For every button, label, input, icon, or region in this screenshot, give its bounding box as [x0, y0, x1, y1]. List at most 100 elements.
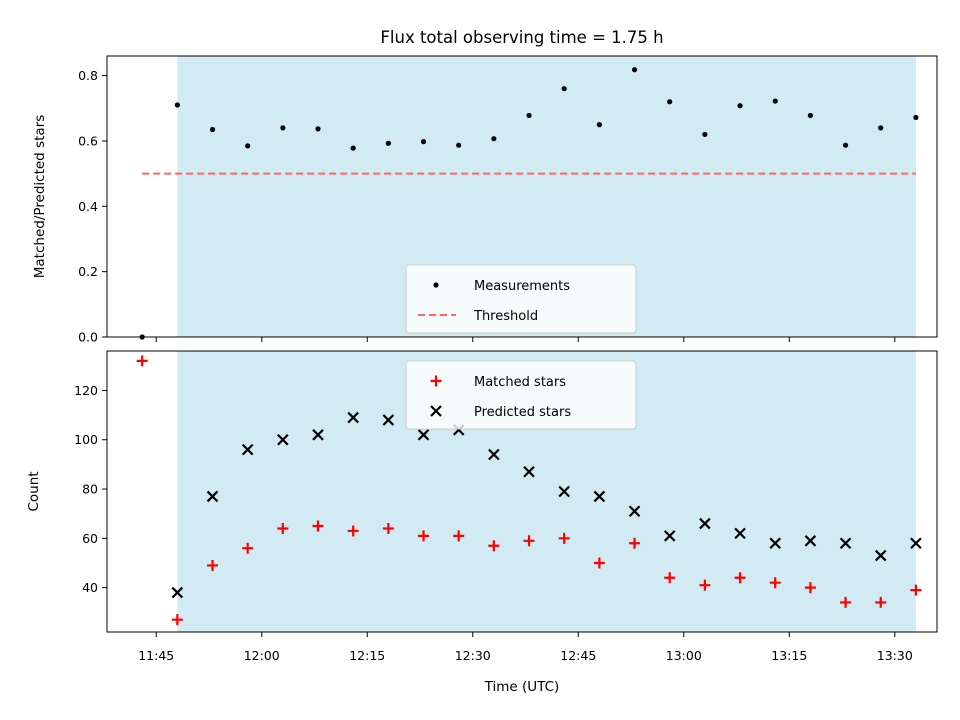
x-tick-label: 12:45	[560, 648, 596, 663]
panel-counts: 40 60 80 100 120 11:45 12:00 12:15 12:30 12:45 13:…	[26, 350, 938, 663]
data-point	[839, 537, 852, 550]
data-point	[136, 355, 148, 367]
data-point	[206, 490, 219, 503]
chart-title: Flux total observing time = 1.75 h	[380, 28, 663, 47]
data-point	[280, 125, 286, 131]
data-point	[347, 525, 359, 537]
data-point	[491, 136, 497, 142]
data-point	[913, 114, 919, 121]
x-axis-label: Time (UTC)	[484, 679, 560, 695]
data-point	[526, 112, 532, 119]
x-tick-label: 12:30	[455, 648, 491, 663]
data-point	[558, 485, 570, 498]
x-tick-label: 12:15	[349, 648, 385, 663]
data-point	[523, 535, 535, 547]
y-tick-label: 40	[82, 580, 98, 595]
data-point	[420, 139, 427, 145]
data-point	[456, 142, 462, 148]
data-point	[596, 122, 602, 128]
data-point	[699, 579, 711, 591]
data-point	[561, 86, 567, 92]
data-point	[209, 126, 216, 133]
legend-marker	[430, 375, 442, 387]
legend-box	[405, 360, 637, 430]
series-predicted-stars	[171, 411, 922, 599]
legend-ratio: Measurements Threshold	[405, 264, 637, 334]
data-point	[875, 596, 887, 608]
y-tick-label: 0.6	[78, 133, 98, 148]
legend-box	[405, 264, 637, 334]
data-point	[242, 542, 254, 554]
data-point	[593, 557, 605, 569]
data-point	[312, 520, 324, 532]
data-point	[628, 505, 641, 517]
data-point	[241, 443, 254, 456]
data-point	[664, 572, 676, 584]
x-tick-label: 11:45	[138, 648, 174, 663]
y-tick-label: 0.0	[78, 330, 98, 345]
data-point	[769, 537, 781, 550]
legend-label: Threshold	[473, 309, 538, 324]
series-matched-stars	[136, 355, 922, 626]
data-point	[702, 131, 708, 138]
y-tick-label: 0.2	[78, 264, 98, 279]
data-point	[734, 527, 746, 540]
data-point	[667, 99, 673, 105]
data-point	[769, 577, 781, 589]
x-tick-label: 13:15	[771, 648, 807, 663]
x-tick-label: 13:30	[877, 648, 913, 663]
data-point	[772, 98, 778, 104]
y-tick-label: 80	[82, 482, 98, 497]
data-point	[418, 530, 430, 542]
data-point	[631, 67, 638, 73]
data-point	[734, 572, 746, 584]
data-point	[910, 584, 922, 596]
data-point	[807, 112, 813, 119]
series-measurements	[139, 67, 919, 340]
data-point	[207, 559, 219, 571]
data-point	[488, 540, 500, 552]
data-point	[385, 140, 391, 146]
data-point	[277, 522, 289, 534]
data-point	[593, 490, 606, 503]
data-point	[804, 535, 817, 547]
data-point	[699, 517, 711, 530]
legend-marker	[433, 282, 439, 288]
data-point	[277, 433, 289, 446]
data-point	[663, 530, 676, 542]
data-point	[629, 537, 641, 549]
data-point	[488, 448, 500, 461]
legend-label: Matched stars	[474, 375, 566, 390]
y-axis-label-counts: Count	[26, 471, 42, 511]
data-point	[382, 414, 395, 426]
data-point	[874, 549, 887, 562]
data-point	[174, 102, 180, 108]
data-point	[878, 125, 884, 131]
x-tick-label: 12:00	[244, 648, 280, 663]
y-tick-label: 0.4	[78, 199, 98, 214]
x-tick-label: 13:00	[666, 648, 702, 663]
legend-label: Predicted stars	[474, 405, 571, 420]
data-point	[804, 582, 816, 594]
data-point	[312, 429, 324, 441]
plot-frame-ratio	[106, 55, 938, 338]
data-point	[737, 103, 743, 109]
y-tick-label: 60	[82, 531, 98, 546]
data-point	[347, 411, 359, 424]
data-point	[315, 126, 321, 132]
data-point	[171, 614, 183, 626]
data-point	[350, 145, 356, 151]
legend-label: Measurements	[474, 279, 570, 294]
data-point	[840, 596, 852, 608]
data-point	[910, 537, 922, 550]
y-tick-label: 0.8	[78, 68, 98, 83]
data-point	[382, 522, 394, 534]
data-point	[453, 530, 465, 542]
data-point	[558, 532, 570, 544]
data-point	[842, 142, 849, 148]
data-point	[417, 429, 430, 441]
data-point	[171, 586, 184, 599]
y-tick-label: 100	[74, 432, 98, 447]
data-point	[523, 466, 535, 478]
